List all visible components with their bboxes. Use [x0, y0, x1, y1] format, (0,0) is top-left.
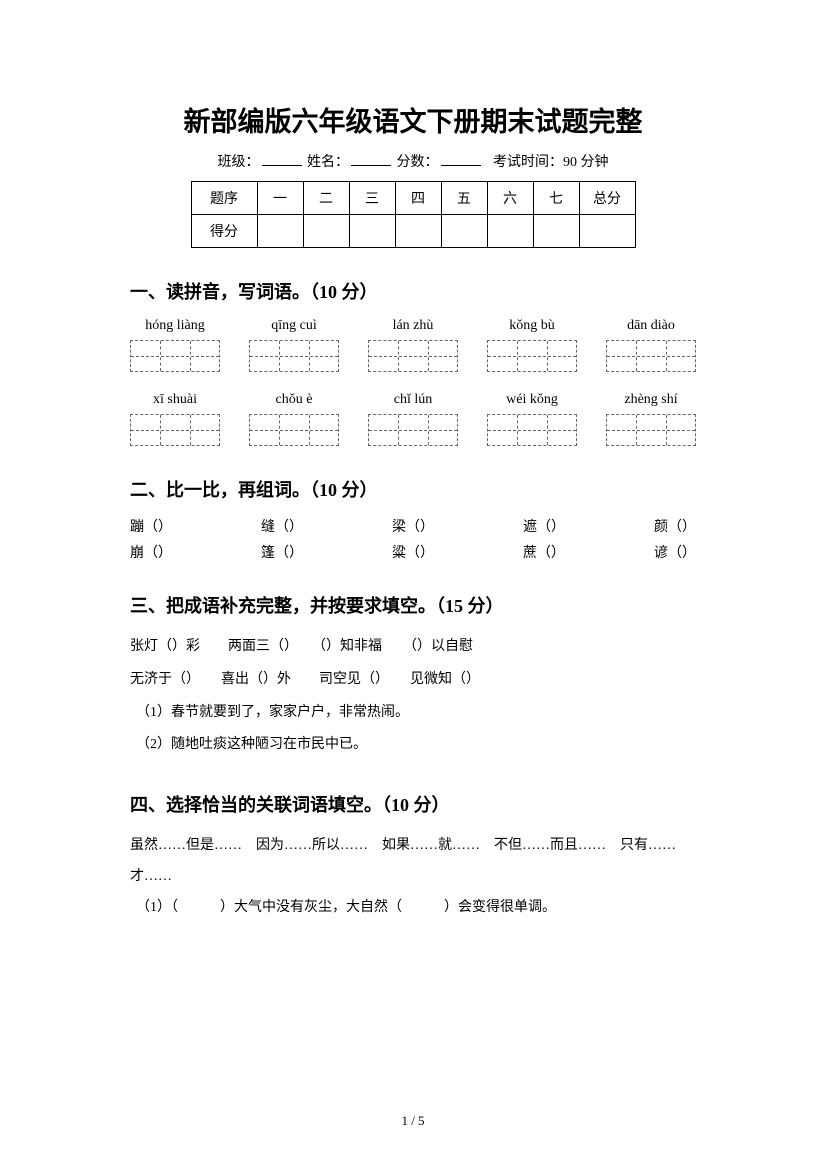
score-cell: [395, 215, 441, 248]
score-cell: [533, 215, 579, 248]
q3-sub1: （1）春节就要到了，家家户户，非常热闹。: [130, 698, 696, 729]
q4-sub1: （1）（ ）大气中没有灰尘，大自然（ ）会变得很单调。: [130, 893, 696, 924]
pinyin-item: lán zhù: [368, 318, 458, 334]
name-label: 姓名：: [307, 155, 349, 170]
page-number: 1 / 5: [0, 1113, 826, 1129]
score-cell: [487, 215, 533, 248]
pinyin-item: kǒng bù: [487, 318, 577, 334]
q3-line: 无济于（） 喜出（）外 司空见（） 见微知（）: [130, 665, 696, 696]
q2-item: 崩（）: [130, 542, 172, 562]
q3-title: 三、把成语补充完整，并按要求填空。（15 分）: [130, 592, 696, 618]
class-label: 班级：: [218, 155, 260, 170]
char-box: [487, 340, 577, 372]
score-col: 二: [303, 182, 349, 215]
exam-time: 考试时间：90 分钟: [493, 155, 609, 170]
pinyin-item: wéi kǒng: [487, 392, 577, 408]
score-col: 六: [487, 182, 533, 215]
score-cell: [349, 215, 395, 248]
q4-options: 虽然……但是…… 因为……所以…… 如果……就…… 不但……而且…… 只有……才…: [130, 831, 696, 893]
char-box: [487, 414, 577, 446]
char-box-row: [130, 414, 696, 446]
q2-item: 遮（）: [523, 516, 565, 536]
score-col: 四: [395, 182, 441, 215]
score-col: 五: [441, 182, 487, 215]
pinyin-item: chǐ lún: [368, 392, 458, 408]
score-cell: [257, 215, 303, 248]
pinyin-item: chǒu è: [249, 392, 339, 408]
pinyin-item: dān diào: [606, 318, 696, 334]
name-blank: [351, 165, 391, 166]
char-box: [368, 414, 458, 446]
score-row-header: 得分: [191, 215, 257, 248]
char-box-row: [130, 340, 696, 372]
char-box: [606, 414, 696, 446]
pinyin-item: zhèng shí: [606, 392, 696, 408]
q4-title: 四、选择恰当的关联词语填空。（10 分）: [130, 791, 696, 817]
pinyin-row: hóng liàng qīng cuì lán zhù kǒng bù dān …: [130, 318, 696, 334]
info-line: 班级： 姓名： 分数： 考试时间：90 分钟: [130, 151, 696, 171]
score-row-header: 题序: [191, 182, 257, 215]
char-box: [130, 414, 220, 446]
q3-line: 张灯（）彩 两面三（） （）知非福 （）以自慰: [130, 632, 696, 663]
q2-row: 蹦（） 缝（） 梁（） 遮（） 颜（）: [130, 516, 696, 536]
q2-item: 梁（）: [392, 516, 434, 536]
score-blank: [441, 165, 481, 166]
char-box: [606, 340, 696, 372]
score-col: 七: [533, 182, 579, 215]
q2-item: 蹦（）: [130, 516, 172, 536]
q2-item: 颜（）: [654, 516, 696, 536]
char-box: [130, 340, 220, 372]
q1-title: 一、读拼音，写词语。（10 分）: [130, 278, 696, 304]
q3-sub2: （2）随地吐痰这种陋习在市民中已。: [130, 730, 696, 761]
q2-title: 二、比一比，再组词。（10 分）: [130, 476, 696, 502]
q2-row: 崩（） 篷（） 粱（） 蔗（） 谚（）: [130, 542, 696, 562]
score-cell: [441, 215, 487, 248]
q2-item: 粱（）: [392, 542, 434, 562]
score-table: 题序 一 二 三 四 五 六 七 总分 得分: [191, 181, 636, 248]
q2-item: 谚（）: [654, 542, 696, 562]
score-col: 一: [257, 182, 303, 215]
score-col: 三: [349, 182, 395, 215]
score-cell: [303, 215, 349, 248]
char-box: [368, 340, 458, 372]
char-box: [249, 414, 339, 446]
pinyin-item: qīng cuì: [249, 318, 339, 334]
score-cell: [579, 215, 635, 248]
q2-item: 蔗（）: [523, 542, 565, 562]
score-label: 分数：: [397, 155, 439, 170]
pinyin-item: hóng liàng: [130, 318, 220, 334]
page-title: 新部编版六年级语文下册期末试题完整: [130, 100, 696, 139]
q2-item: 篷（）: [261, 542, 303, 562]
q2-item: 缝（）: [261, 516, 303, 536]
class-blank: [262, 165, 302, 166]
score-col-total: 总分: [579, 182, 635, 215]
pinyin-item: xī shuài: [130, 392, 220, 408]
pinyin-row: xī shuài chǒu è chǐ lún wéi kǒng zhèng s…: [130, 392, 696, 408]
char-box: [249, 340, 339, 372]
